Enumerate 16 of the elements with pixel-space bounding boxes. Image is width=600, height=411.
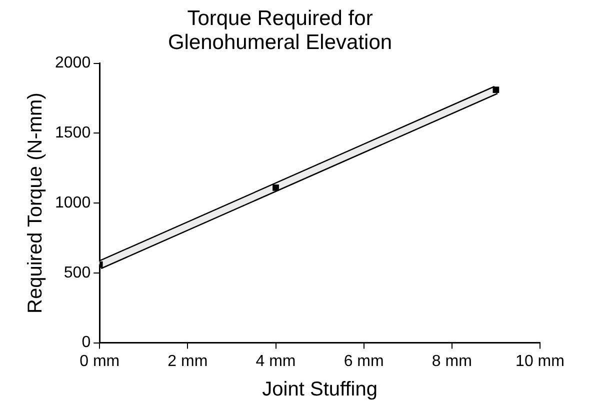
y-tick-label: 2000 — [55, 54, 91, 72]
x-tick-label: 10 mm — [516, 352, 564, 370]
y-axis-title: Required Torque (N-mm) — [24, 92, 47, 314]
chart-title: Torque Required for Glenohumeral Elevation — [168, 6, 392, 54]
y-tick-label: 1500 — [55, 124, 91, 142]
point — [492, 86, 500, 94]
x-axis-title: Joint Stuffing — [262, 378, 378, 401]
point — [272, 184, 279, 191]
y-tick-label: 500 — [64, 264, 91, 282]
x-tick-label: 6 mm — [344, 352, 384, 370]
x-tick-label: 4 mm — [256, 352, 296, 370]
x-tick-label: 2 mm — [168, 352, 208, 370]
y-tick-label: 0 — [82, 334, 91, 352]
x-tick-label: 0 mm — [80, 352, 120, 370]
x-tick-label: 8 mm — [432, 352, 472, 370]
y-tick-label: 1000 — [55, 194, 91, 212]
